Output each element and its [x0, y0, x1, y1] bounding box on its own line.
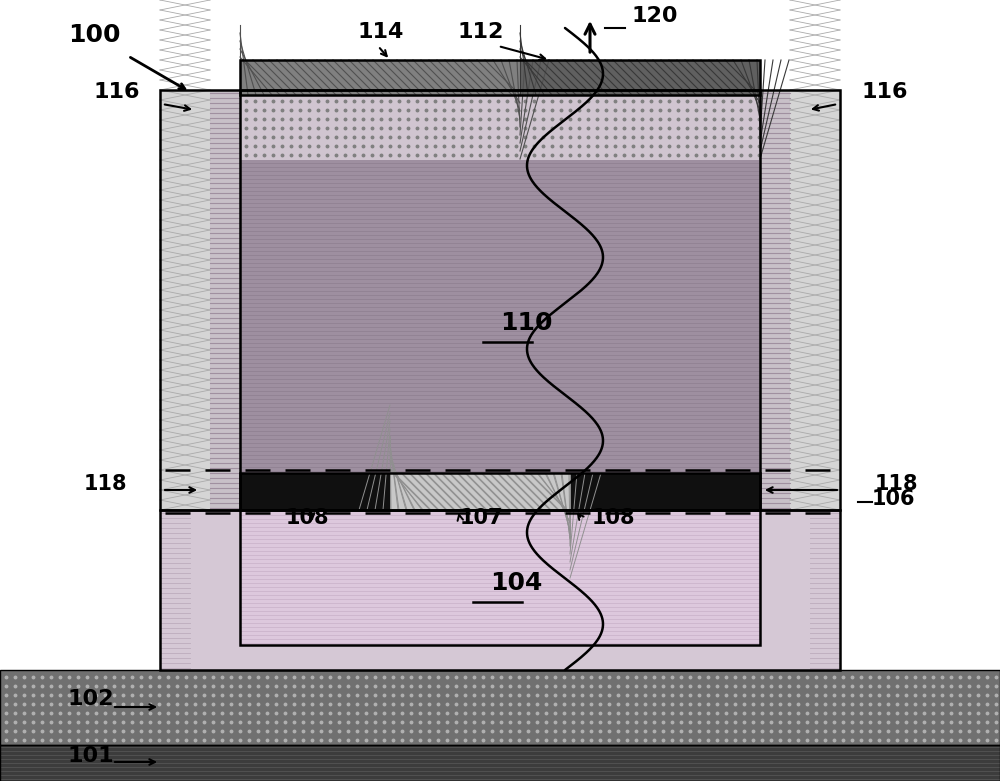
Bar — [0, 745, 1000, 781]
Text: 106: 106 — [872, 489, 916, 509]
Text: 102: 102 — [68, 689, 114, 709]
Bar — [240, 473, 760, 510]
Text: 118: 118 — [875, 474, 918, 494]
Bar — [160, 510, 840, 670]
Bar — [0, 670, 1000, 745]
Text: 118: 118 — [84, 474, 127, 494]
Bar — [240, 60, 760, 95]
Text: 120: 120 — [632, 6, 678, 26]
Bar — [240, 473, 760, 510]
Bar — [0, 745, 1000, 781]
Text: 112: 112 — [458, 22, 504, 42]
Text: 116: 116 — [862, 82, 908, 102]
Text: 100: 100 — [68, 23, 120, 47]
Bar — [390, 473, 570, 510]
Text: 110: 110 — [500, 311, 552, 335]
Text: 107: 107 — [460, 508, 504, 528]
Bar — [240, 90, 760, 645]
Bar — [240, 95, 760, 160]
Text: 101: 101 — [68, 746, 115, 766]
Bar — [790, 90, 840, 510]
Bar — [240, 60, 520, 95]
Bar — [240, 510, 760, 645]
Bar — [160, 90, 840, 510]
Bar — [0, 670, 1000, 745]
Bar — [160, 90, 210, 510]
Text: 104: 104 — [490, 571, 542, 595]
Bar — [520, 60, 760, 95]
Text: 108: 108 — [286, 508, 330, 528]
Bar — [210, 90, 240, 510]
Text: 114: 114 — [357, 22, 403, 42]
Text: 108: 108 — [592, 508, 636, 528]
Bar — [240, 160, 760, 473]
Bar — [160, 510, 840, 670]
Bar — [760, 90, 790, 510]
Text: 116: 116 — [94, 82, 140, 102]
